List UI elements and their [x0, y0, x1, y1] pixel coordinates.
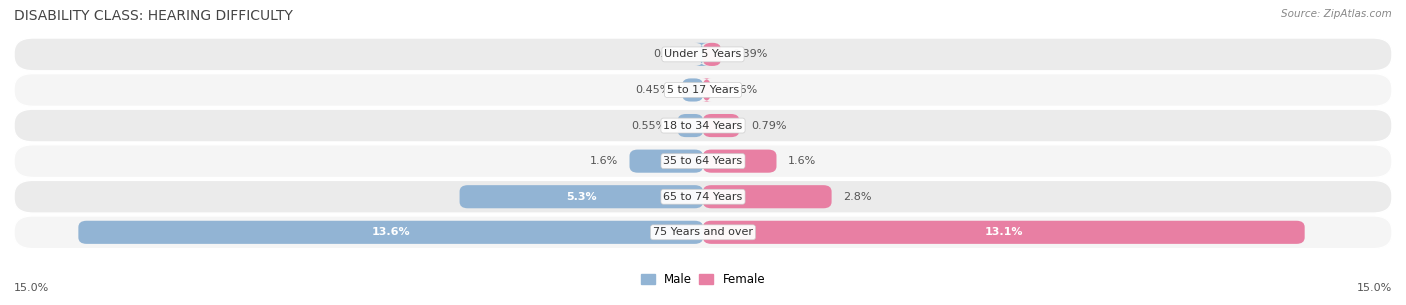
Text: 75 Years and over: 75 Years and over: [652, 227, 754, 237]
FancyBboxPatch shape: [630, 149, 703, 173]
Text: 35 to 64 Years: 35 to 64 Years: [664, 156, 742, 166]
FancyBboxPatch shape: [703, 185, 831, 208]
FancyBboxPatch shape: [14, 109, 1392, 142]
FancyBboxPatch shape: [14, 38, 1392, 71]
FancyBboxPatch shape: [703, 114, 740, 137]
Text: 65 to 74 Years: 65 to 74 Years: [664, 192, 742, 202]
Legend: Male, Female: Male, Female: [636, 269, 770, 291]
FancyBboxPatch shape: [14, 216, 1392, 249]
Text: 13.6%: 13.6%: [371, 227, 411, 237]
FancyBboxPatch shape: [703, 221, 1305, 244]
FancyBboxPatch shape: [703, 149, 776, 173]
Text: Source: ZipAtlas.com: Source: ZipAtlas.com: [1281, 9, 1392, 19]
FancyBboxPatch shape: [14, 180, 1392, 213]
Text: 0.55%: 0.55%: [631, 120, 666, 131]
FancyBboxPatch shape: [678, 114, 703, 137]
Text: 13.1%: 13.1%: [984, 227, 1024, 237]
Text: DISABILITY CLASS: HEARING DIFFICULTY: DISABILITY CLASS: HEARING DIFFICULTY: [14, 9, 292, 23]
Text: 1.6%: 1.6%: [787, 156, 817, 166]
Text: 1.6%: 1.6%: [589, 156, 619, 166]
FancyBboxPatch shape: [703, 43, 721, 66]
FancyBboxPatch shape: [695, 43, 709, 66]
FancyBboxPatch shape: [14, 145, 1392, 178]
Text: 18 to 34 Years: 18 to 34 Years: [664, 120, 742, 131]
Text: 0.39%: 0.39%: [733, 49, 768, 59]
Text: 0.45%: 0.45%: [636, 85, 671, 95]
Text: 15.0%: 15.0%: [14, 283, 49, 293]
Text: 5 to 17 Years: 5 to 17 Years: [666, 85, 740, 95]
Text: 0.06%: 0.06%: [654, 49, 689, 59]
FancyBboxPatch shape: [79, 221, 703, 244]
FancyBboxPatch shape: [460, 185, 703, 208]
Text: 2.8%: 2.8%: [844, 192, 872, 202]
Text: 0.79%: 0.79%: [751, 120, 786, 131]
Text: 0.16%: 0.16%: [721, 85, 756, 95]
Text: 15.0%: 15.0%: [1357, 283, 1392, 293]
FancyBboxPatch shape: [14, 74, 1392, 106]
Text: 5.3%: 5.3%: [567, 192, 596, 202]
Text: Under 5 Years: Under 5 Years: [665, 49, 741, 59]
FancyBboxPatch shape: [682, 78, 703, 102]
FancyBboxPatch shape: [702, 78, 711, 102]
